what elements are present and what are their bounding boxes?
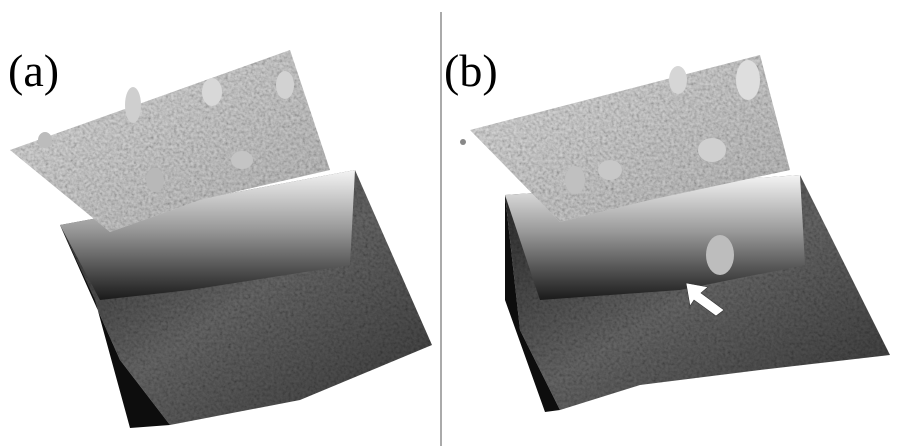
panel-label: (a) <box>8 45 59 96</box>
panel-label: (b) <box>444 45 498 96</box>
surface-b <box>460 55 890 412</box>
surface-a <box>10 50 432 428</box>
figure: (a) (b) <box>0 0 924 446</box>
